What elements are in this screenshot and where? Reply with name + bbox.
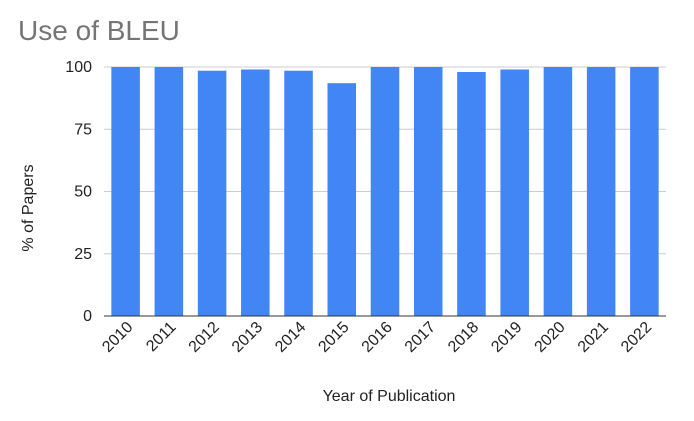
y-tick-label: 50	[74, 184, 92, 201]
bar-2015	[327, 83, 357, 316]
bar-2019	[500, 69, 529, 317]
y-tick-label: 75	[74, 121, 92, 138]
x-tick-label: 2015	[315, 319, 352, 356]
bar-2020	[543, 67, 573, 316]
bar-2017	[413, 67, 443, 316]
y-tick-label: 25	[74, 246, 92, 263]
x-tick-label: 2013	[229, 319, 266, 356]
x-tick-label: 2014	[272, 319, 309, 356]
bar-2010	[111, 67, 140, 316]
bar-2014	[284, 70, 313, 316]
bar-2021	[586, 67, 616, 316]
y-tick-label: 0	[83, 308, 92, 325]
x-tick-label: 2011	[143, 319, 179, 355]
x-tick-label: 2021	[575, 319, 612, 356]
x-tick-label: 2012	[186, 319, 223, 356]
bar-2016	[370, 67, 400, 316]
x-axis-ticks: 2010 2011 2012 2013 2014 2015 2016 2017 2018 2019…	[99, 319, 655, 356]
x-tick-label: 2017	[402, 319, 439, 356]
bar-2018	[457, 71, 486, 316]
x-tick-label: 2016	[359, 319, 396, 356]
y-tick-label: 100	[65, 59, 92, 76]
bar-2011	[154, 67, 184, 316]
x-tick-label: 2022	[618, 319, 655, 356]
x-tick-label: 2020	[532, 319, 569, 356]
x-tick-label: 2019	[488, 319, 525, 356]
bar-2012	[197, 70, 227, 316]
bar-2013	[241, 69, 270, 317]
y-axis-label: % of Papers	[20, 164, 37, 251]
bars	[111, 67, 659, 317]
x-tick-label: 2010	[99, 319, 136, 356]
chart-title: Use of BLEU	[18, 15, 180, 46]
x-axis-label: Year of Publication	[323, 388, 456, 405]
bar-2022	[630, 67, 659, 316]
x-tick-label: 2018	[445, 319, 482, 356]
y-axis-ticks: 0 25 50 75 100	[65, 59, 92, 325]
